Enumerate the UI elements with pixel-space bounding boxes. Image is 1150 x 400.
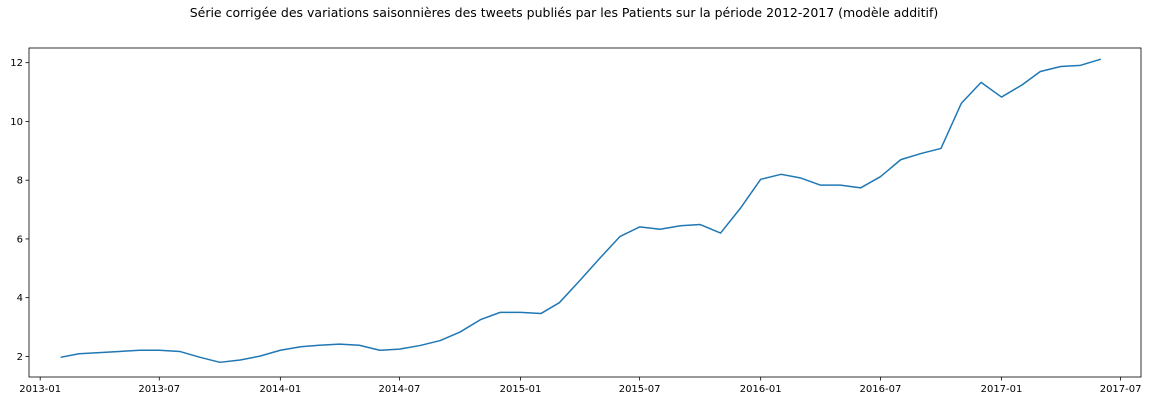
y-tick-label: 6: [17, 234, 23, 245]
x-tick-label: 2013-01: [19, 384, 61, 395]
y-tick-label: 10: [10, 117, 23, 128]
y-tick-label: 2: [17, 352, 23, 363]
x-tick-label: 2013-07: [138, 384, 180, 395]
series-line: [60, 58, 1102, 364]
y-tick-label: 8: [17, 176, 23, 187]
x-tick-label: 2015-07: [619, 384, 661, 395]
x-tick-label: 2017-07: [1100, 384, 1142, 395]
y-tick-label: 12: [10, 58, 23, 69]
x-tick-label: 2014-07: [379, 384, 421, 395]
plot-area: [28, 47, 1142, 378]
x-tick-label: 2014-01: [259, 384, 301, 395]
x-tick-label: 2016-01: [740, 384, 782, 395]
x-tick-label: 2016-07: [860, 384, 902, 395]
chart-title: Série corrigée des variations saisonnièr…: [190, 5, 939, 20]
y-tick-label: 4: [17, 293, 23, 304]
y-axis: 2 4 6 8 10 12: [10, 58, 29, 363]
x-tick-label: 2017-01: [981, 384, 1023, 395]
x-tick-label: 2015-01: [500, 384, 542, 395]
x-axis: 2013-01 2013-07 2014-01 2014-07 2015-01 2015-…: [19, 377, 1142, 395]
